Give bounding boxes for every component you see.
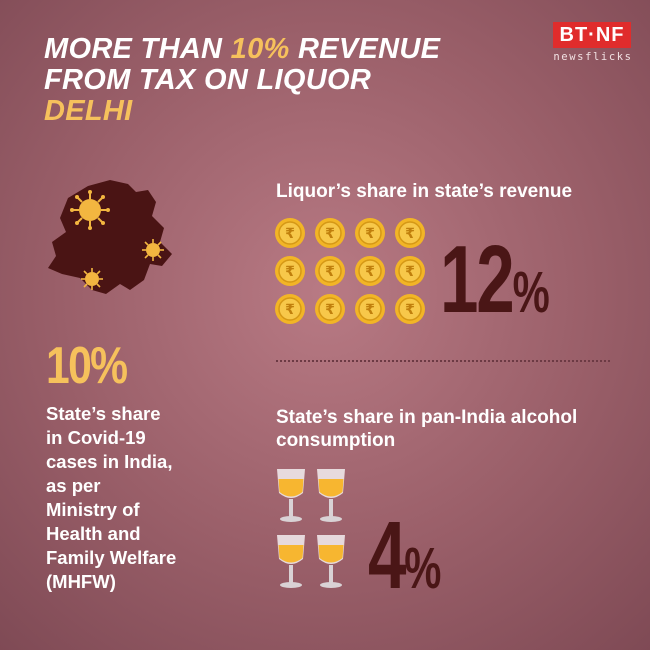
headline-suffix: REVENUE: [289, 33, 441, 65]
revenue-share-label: Liquor’s share in state’s revenue: [276, 181, 573, 202]
region-label: DELHI: [44, 95, 133, 127]
covid-share-description-line: Ministry of: [46, 499, 140, 520]
covid-share-description-line: in Covid-19: [46, 427, 146, 448]
covid-share-description: State’s share in Covid-19 cases in India…: [46, 402, 216, 594]
wine-glass-icon: [317, 469, 345, 522]
rupee-coin-icon: ₹: [315, 294, 345, 324]
svg-text:₹: ₹: [285, 226, 295, 242]
consumption-share-number: 4: [368, 502, 406, 609]
headline: MORE THAN 10% REVENUE FROM TAX ON LIQUOR…: [44, 34, 440, 127]
svg-text:₹: ₹: [365, 264, 375, 280]
consumption-share-label-line: State’s share in pan-India alcohol: [276, 407, 578, 428]
covid-share-stat: 10%: [46, 337, 128, 395]
svg-text:₹: ₹: [325, 264, 335, 280]
rupee-coin-icon: ₹: [315, 218, 345, 248]
revenue-share-number: 12: [440, 226, 515, 333]
svg-text:₹: ₹: [285, 264, 295, 280]
brand-logo-subtitle: newsflicks: [553, 51, 633, 63]
section-divider: [276, 360, 610, 362]
rupee-coin-icon: ₹: [315, 256, 345, 286]
wine-glass-icon: [277, 469, 305, 522]
rupee-coin-icon: ₹: [275, 294, 305, 324]
coronavirus-icon: [142, 239, 164, 261]
revenue-share-unit: %: [512, 260, 550, 325]
rupee-coin-icon: ₹: [395, 294, 425, 324]
covid-share-description-line: Health and: [46, 523, 141, 544]
consumption-share-unit: %: [404, 536, 442, 601]
covid-share-description-line: State’s share: [46, 403, 161, 424]
svg-text:₹: ₹: [405, 264, 415, 280]
rupee-coin-icon: ₹: [275, 256, 305, 286]
rupee-coin-icon: ₹: [355, 294, 385, 324]
rupee-coin-icon: ₹: [355, 256, 385, 286]
glass-grid: [274, 467, 354, 597]
headline-accent: 10%: [230, 33, 290, 65]
headline-line-1: MORE THAN 10% REVENUE: [44, 34, 440, 65]
svg-text:₹: ₹: [325, 302, 335, 318]
svg-text:₹: ₹: [365, 302, 375, 318]
wine-glass-icon: [277, 535, 305, 588]
wine-glass-icon: [317, 535, 345, 588]
svg-text:₹: ₹: [365, 226, 375, 242]
svg-text:₹: ₹: [325, 226, 335, 242]
brand-logo: BT·NF newsflicks: [553, 22, 633, 68]
delhi-map-icon: [48, 180, 172, 294]
covid-share-description-line: as per: [46, 475, 101, 496]
revenue-share-stat: 12%: [440, 232, 550, 341]
headline-prefix: MORE THAN: [44, 33, 231, 65]
consumption-share-stat: 4%: [368, 508, 441, 617]
coronavirus-icon: [81, 268, 103, 290]
headline-line-2: FROM TAX ON LIQUOR: [44, 64, 372, 96]
consumption-share-label-line: consumption: [276, 430, 396, 451]
rupee-coin-icon: ₹: [275, 218, 305, 248]
consumption-share-label: State’s share in pan-India alcohol consu…: [276, 406, 577, 452]
rupee-coin-icon: ₹: [395, 218, 425, 248]
covid-share-description-line: (MHFW): [46, 571, 116, 592]
coin-grid: ₹ ₹ ₹ ₹ ₹ ₹ ₹ ₹ ₹ ₹ ₹ ₹: [274, 217, 434, 327]
svg-text:₹: ₹: [405, 226, 415, 242]
svg-text:₹: ₹: [405, 302, 415, 318]
rupee-coin-icon: ₹: [355, 218, 385, 248]
covid-share-description-line: cases in India,: [46, 451, 173, 472]
svg-text:₹: ₹: [285, 302, 295, 318]
covid-share-description-line: Family Welfare: [46, 547, 177, 568]
coronavirus-icon: [70, 190, 110, 230]
rupee-coin-icon: ₹: [395, 256, 425, 286]
brand-logo-mark: BT·NF: [553, 22, 631, 48]
